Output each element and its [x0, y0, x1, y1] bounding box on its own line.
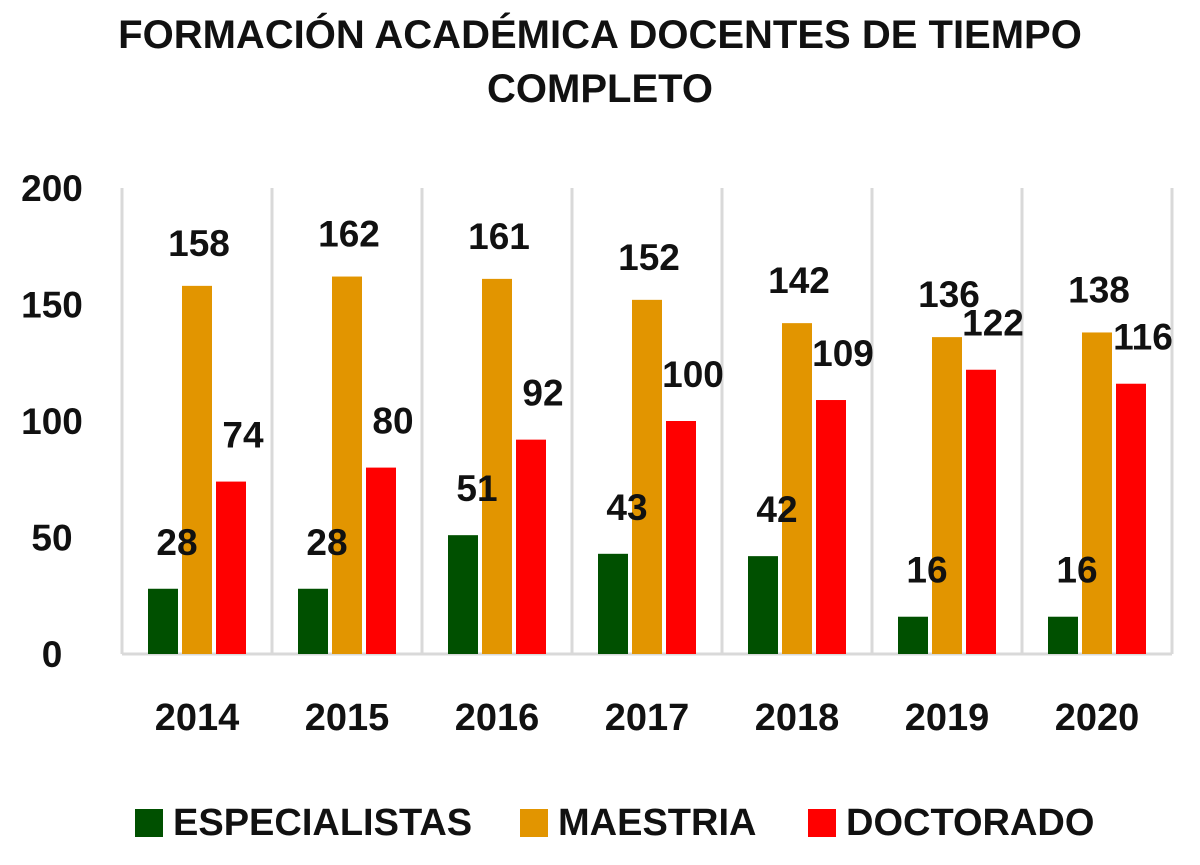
- data-label-maestria: 152: [618, 237, 680, 278]
- axes: 0 50 100 150 200 2014 2015 2016 2017 2018 2019 2020: [21, 168, 1172, 739]
- data-label-especialistas: 16: [906, 550, 947, 591]
- bar-maestria: [482, 278, 512, 654]
- x-tick-label: 2020: [1055, 697, 1140, 739]
- data-label-especialistas: 28: [156, 522, 197, 563]
- chart-title: FORMACIÓN ACADÉMICA DOCENTES DE TIEMPO C…: [118, 11, 1082, 111]
- data-label-especialistas: 51: [456, 468, 497, 509]
- bar-especialistas: [598, 553, 628, 654]
- x-tick-label: 2017: [605, 697, 690, 739]
- bar-maestria: [932, 337, 962, 654]
- data-label-doctorado: 122: [962, 303, 1024, 344]
- legend: ESPECIALISTAS MAESTRIA DOCTORADO: [135, 802, 1094, 844]
- bar-maestria: [332, 276, 362, 654]
- bar-doctorado: [216, 481, 246, 654]
- legend-swatch-doctorado: [808, 809, 836, 837]
- data-label-maestria: 161: [468, 216, 530, 257]
- bars: [148, 276, 1146, 654]
- bar-especialistas: [1048, 616, 1078, 654]
- x-tick-label: 2014: [155, 697, 240, 739]
- bar-doctorado: [816, 400, 846, 654]
- data-label-maestria: 142: [768, 260, 830, 301]
- chart-title-line-2: COMPLETO: [487, 67, 713, 111]
- data-label-doctorado: 100: [662, 354, 724, 395]
- y-tick-label: 100: [21, 401, 83, 442]
- data-label-especialistas: 16: [1056, 550, 1097, 591]
- bar-doctorado: [516, 439, 546, 654]
- data-label-doctorado: 109: [812, 333, 874, 374]
- bar-doctorado: [966, 369, 996, 654]
- y-tick-label: 50: [31, 518, 72, 559]
- data-label-maestria: 158: [168, 223, 230, 264]
- data-label-maestria: 138: [1068, 269, 1130, 310]
- data-label-maestria: 136: [918, 274, 980, 315]
- data-label-doctorado: 80: [372, 401, 413, 442]
- bar-especialistas: [898, 616, 928, 654]
- data-labels: 28 158 74 28 162 80 51 161 92 43 152 100 42 142 109 16 1…: [156, 214, 1172, 591]
- x-tick-label: 2015: [305, 697, 390, 739]
- bar-especialistas: [448, 535, 478, 654]
- y-tick-label: 200: [21, 168, 83, 209]
- legend-label-especialistas: ESPECIALISTAS: [173, 802, 472, 844]
- data-label-especialistas: 28: [306, 522, 347, 563]
- bar-doctorado: [1116, 383, 1146, 654]
- bar-especialistas: [748, 556, 778, 654]
- bar-maestria: [1082, 332, 1112, 654]
- bar-maestria: [632, 299, 662, 654]
- legend-label-doctorado: DOCTORADO: [846, 802, 1094, 844]
- bar-maestria: [182, 285, 212, 654]
- chart-title-line-1: FORMACIÓN ACADÉMICA DOCENTES DE TIEMPO: [118, 11, 1082, 57]
- legend-swatch-especialistas: [135, 809, 163, 837]
- bar-doctorado: [366, 467, 396, 654]
- x-tick-label: 2016: [455, 697, 540, 739]
- bar-especialistas: [148, 588, 178, 654]
- y-tick-label: 0: [42, 634, 63, 675]
- data-label-especialistas: 43: [606, 487, 647, 528]
- data-label-doctorado: 74: [222, 415, 264, 456]
- data-label-doctorado: 92: [522, 373, 563, 414]
- x-tick-label: 2019: [905, 697, 990, 739]
- data-label-maestria: 162: [318, 214, 380, 255]
- bar-especialistas: [298, 588, 328, 654]
- data-label-especialistas: 42: [756, 489, 797, 530]
- gridlines: [120, 188, 1174, 654]
- legend-label-maestria: MAESTRIA: [558, 802, 756, 844]
- legend-swatch-maestria: [520, 809, 548, 837]
- bar-doctorado: [666, 421, 696, 654]
- x-tick-label: 2018: [755, 697, 840, 739]
- bar-maestria: [782, 323, 812, 654]
- data-label-doctorado: 116: [1113, 317, 1173, 358]
- y-tick-label: 150: [21, 285, 83, 326]
